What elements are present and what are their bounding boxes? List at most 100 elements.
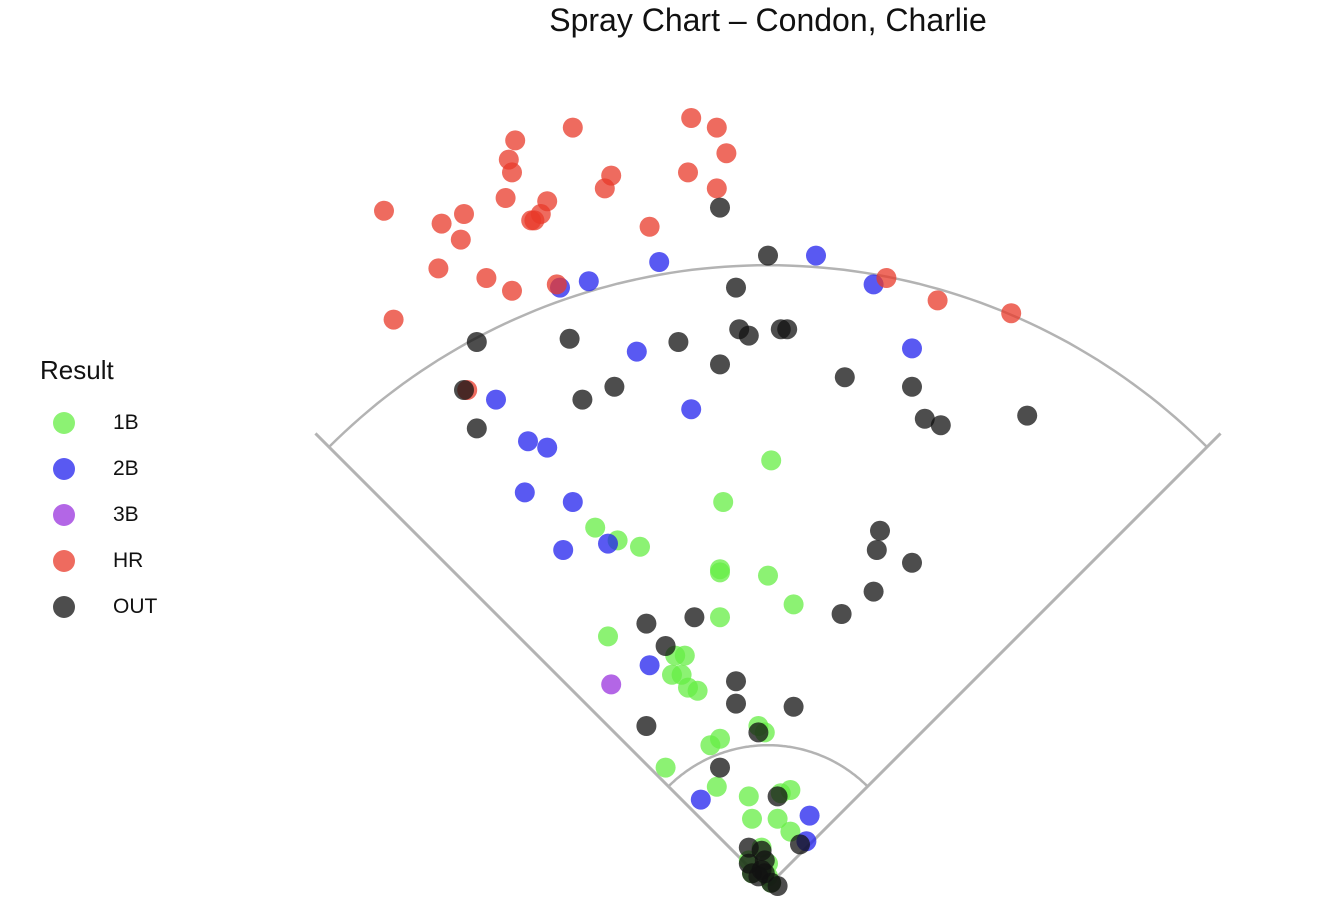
point-2b-9 — [518, 431, 538, 452]
point-hr-13 — [454, 204, 474, 224]
point-out-24 — [684, 607, 705, 628]
point-1b-23 — [738, 786, 759, 807]
legend-item-3b[interactable]: 3B — [40, 492, 157, 538]
point-2b-3 — [806, 245, 826, 266]
legend-item-1b[interactable]: 1B — [40, 400, 157, 446]
point-1b-22 — [706, 776, 727, 797]
point-hr-25 — [876, 268, 897, 288]
point-1b-20 — [700, 735, 721, 756]
point-1b-2 — [585, 517, 606, 538]
legend-swatch-1b — [53, 412, 75, 434]
point-out-19 — [466, 418, 487, 439]
point-1b-0 — [761, 450, 782, 471]
point-out-29 — [726, 693, 746, 714]
legend-label-out: OUT — [113, 595, 158, 618]
right-foul-line — [766, 432, 1222, 888]
point-out-20 — [870, 520, 890, 541]
point-hr-16 — [374, 200, 394, 221]
point-out-35 — [790, 834, 810, 855]
point-out-34 — [767, 786, 788, 807]
point-out-22 — [902, 552, 922, 573]
point-hr-8 — [594, 178, 615, 199]
point-2b-17 — [799, 805, 820, 826]
point-out-1 — [758, 245, 778, 266]
point-hr-20 — [450, 229, 471, 250]
point-out-18 — [1017, 405, 1038, 426]
point-out-25 — [831, 604, 852, 624]
point-2b-12 — [562, 492, 583, 512]
point-out-23 — [863, 581, 884, 602]
point-1b-12 — [674, 645, 695, 666]
point-hr-7 — [502, 162, 522, 183]
point-hr-28 — [383, 309, 404, 330]
point-hr-27 — [1001, 303, 1022, 324]
legend-item-out[interactable]: OUT — [40, 584, 157, 630]
point-out-32 — [748, 722, 769, 743]
point-2b-8 — [681, 399, 702, 420]
point-hr-19 — [639, 216, 660, 237]
point-out-13 — [604, 376, 625, 397]
point-1b-7 — [710, 562, 730, 583]
point-1b-4 — [630, 536, 650, 557]
point-1b-5 — [758, 565, 778, 586]
point-hr-26 — [927, 290, 948, 311]
point-hr-1 — [706, 117, 727, 138]
legend-item-2b[interactable]: 2B — [40, 446, 157, 492]
point-1b-21 — [655, 757, 676, 778]
point-hr-22 — [476, 268, 497, 288]
point-2b-7 — [486, 389, 506, 410]
point-2b-11 — [514, 482, 535, 503]
legend-label-2b: 2B — [113, 457, 139, 480]
point-out-26 — [636, 613, 657, 634]
point-out-0 — [710, 197, 730, 218]
legend: Result 1B 2B 3B HR OUT — [40, 355, 157, 630]
point-hr-0 — [681, 108, 702, 128]
point-1b-8 — [783, 594, 804, 615]
legend-label-1b: 1B — [113, 411, 139, 434]
point-1b-1 — [713, 492, 734, 512]
legend-label-hr: HR — [113, 549, 144, 572]
point-out-4 — [559, 328, 580, 349]
point-hr-2 — [505, 130, 526, 151]
points-layer — [374, 108, 1038, 896]
point-hr-5 — [716, 143, 737, 164]
chart-title: Spray Chart – Condon, Charlie — [549, 2, 987, 38]
point-1b-26 — [742, 808, 762, 829]
point-out-2 — [726, 277, 746, 298]
point-hr-10 — [678, 162, 698, 183]
point-out-14 — [572, 389, 593, 410]
point-out-15 — [902, 376, 922, 397]
point-2b-14 — [598, 533, 618, 554]
point-out-12 — [454, 380, 474, 400]
point-hr-11 — [706, 178, 727, 199]
point-out-45 — [767, 876, 788, 896]
point-1b-9 — [710, 607, 730, 628]
point-2b-15 — [639, 655, 660, 676]
point-out-21 — [866, 540, 887, 560]
point-hr-21 — [428, 258, 449, 279]
point-out-11 — [834, 367, 855, 388]
point-2b-10 — [537, 437, 558, 458]
point-out-27 — [655, 636, 676, 656]
legend-swatch-3b — [53, 504, 75, 526]
point-3b-0 — [601, 674, 622, 695]
point-2b-1 — [578, 271, 599, 292]
legend-title: Result — [40, 355, 114, 385]
point-hr-23 — [546, 274, 567, 295]
point-out-17 — [930, 415, 951, 436]
point-hr-15 — [431, 213, 452, 234]
point-1b-10 — [598, 626, 618, 647]
legend-item-hr[interactable]: HR — [40, 538, 157, 584]
point-1b-16 — [687, 680, 708, 701]
point-out-28 — [726, 671, 746, 692]
point-out-30 — [783, 696, 804, 717]
point-out-31 — [636, 716, 657, 736]
point-hr-3 — [562, 117, 583, 138]
point-out-6 — [738, 325, 759, 346]
point-hr-9 — [495, 188, 516, 208]
point-2b-16 — [690, 789, 711, 810]
point-hr-18 — [524, 210, 545, 231]
legend-swatch-2b — [53, 458, 75, 480]
point-out-10 — [710, 354, 730, 375]
